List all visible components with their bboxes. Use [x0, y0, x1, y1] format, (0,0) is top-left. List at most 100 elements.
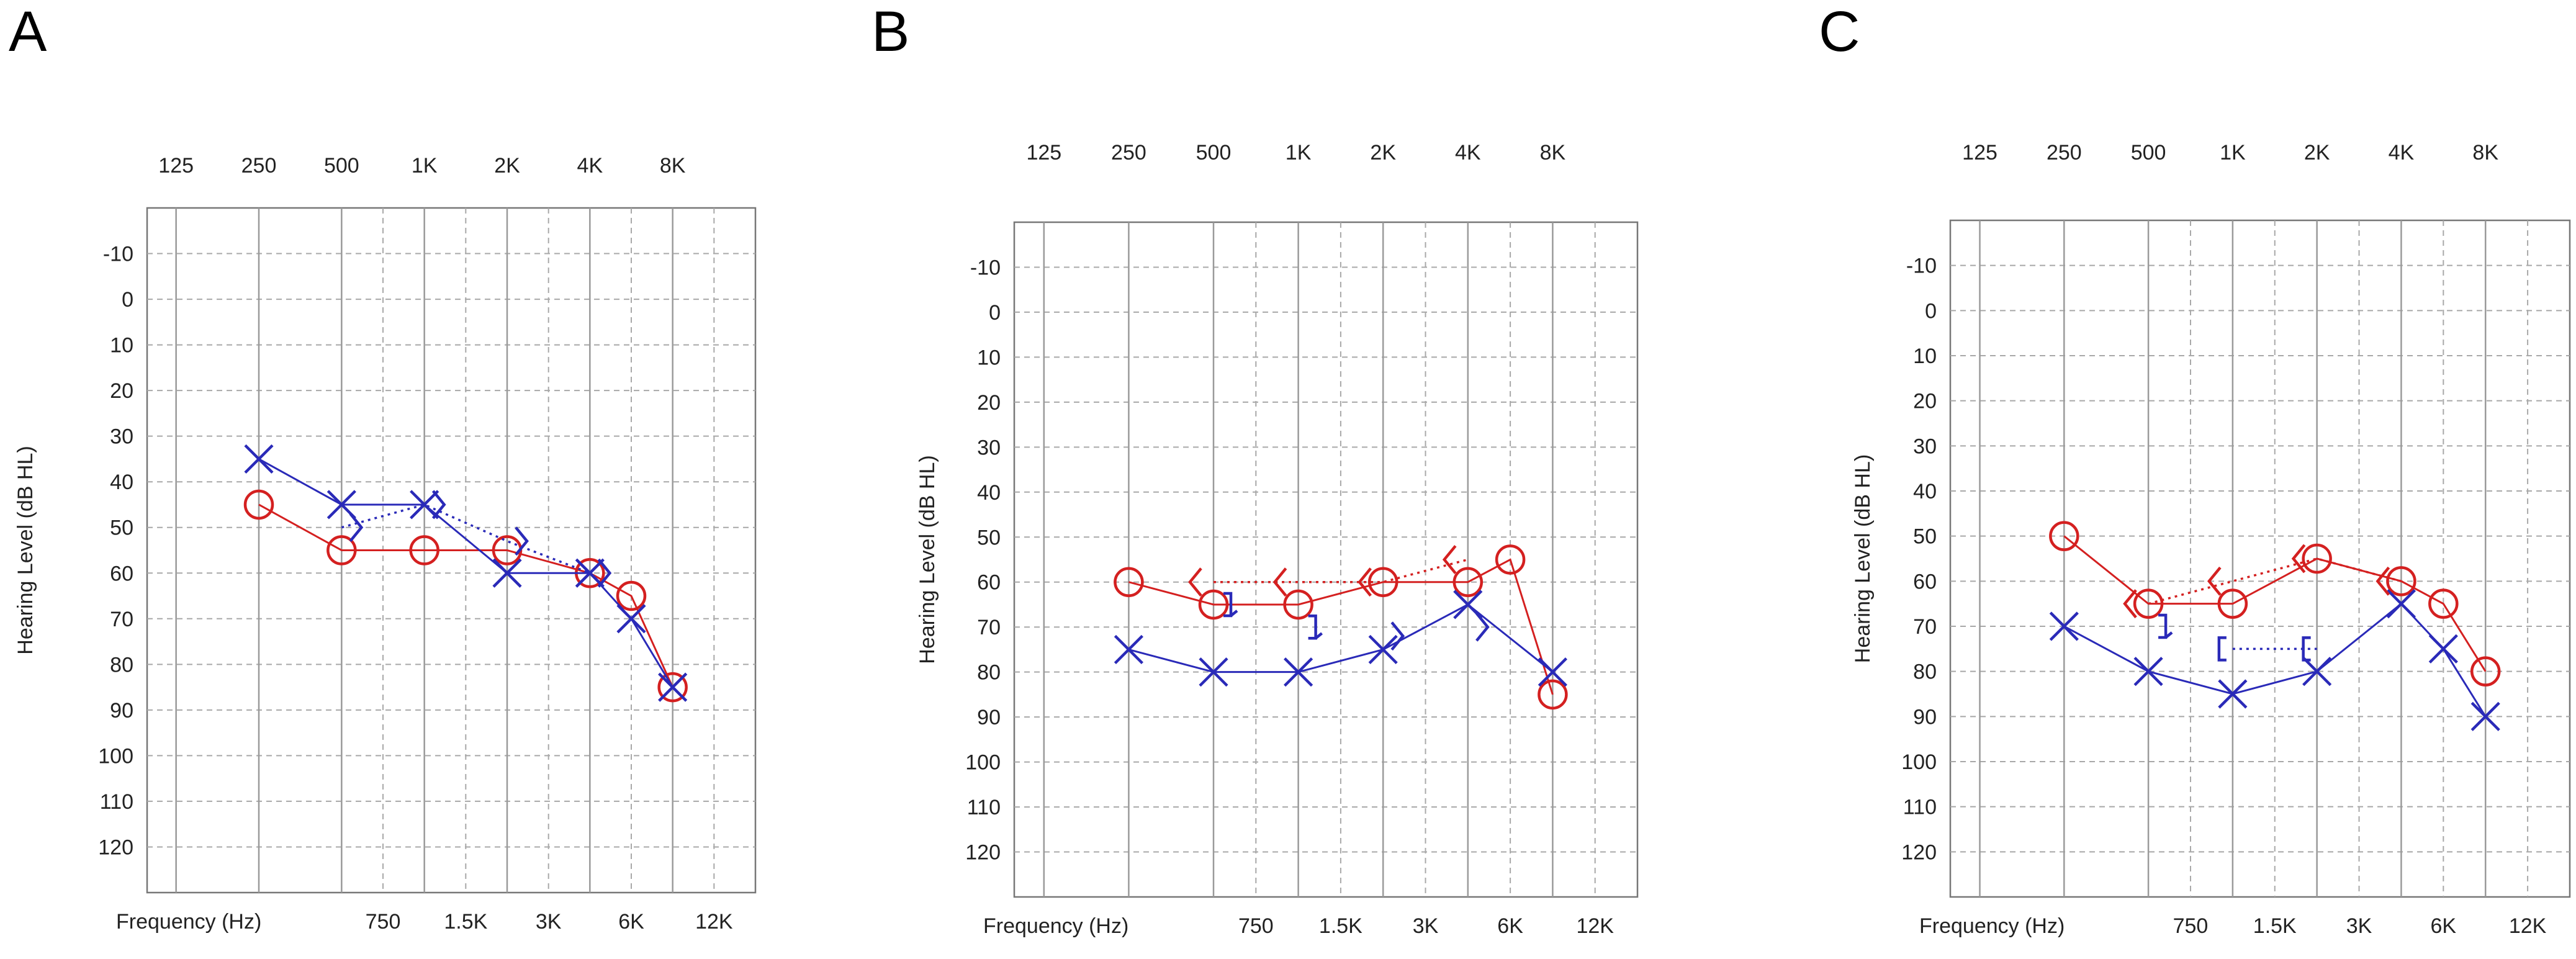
tick-label-top: 250: [1111, 141, 1146, 164]
tick-label-left: 110: [967, 796, 1001, 819]
plot-frame: [1013, 221, 1639, 898]
tick-label-left: 70: [1913, 615, 1937, 639]
tick-label-bottom: 750: [366, 910, 401, 934]
tick-label-left: 110: [1903, 796, 1937, 819]
data-point-circle: [2470, 656, 2501, 687]
tick-label-top: 1K: [1286, 141, 1312, 164]
data-point-cross: [1199, 657, 1228, 687]
tick-label-left: -10: [970, 256, 1001, 279]
data-point-bracket-left: [1358, 567, 1372, 597]
tick-label-left: 40: [1913, 480, 1937, 503]
tick-label-left: 20: [1913, 390, 1937, 413]
tick-label-bottom: 1.5K: [444, 910, 487, 934]
data-point-cross: [1284, 657, 1313, 687]
tick-label-top: 8K: [2472, 141, 2498, 164]
data-point-cross: [2302, 657, 2332, 687]
plot-frame: [1949, 219, 2571, 898]
tick-label-bottom: 12K: [695, 910, 733, 934]
x-axis-label: Frequency (Hz): [116, 910, 261, 934]
tick-label-top: 250: [2047, 141, 2082, 164]
panel-letter: B: [871, 0, 909, 63]
tick-label-left: 120: [965, 841, 1001, 865]
tick-label-left: 30: [977, 436, 1001, 459]
tick-label-top: 4K: [577, 154, 603, 178]
tick-label-left: 80: [1913, 660, 1937, 684]
tick-label-left: -10: [103, 243, 133, 266]
tick-label-left: 60: [110, 562, 133, 585]
series-line: [341, 503, 590, 574]
tick-label-left: 70: [110, 608, 133, 631]
tick-label-left: 120: [98, 835, 133, 859]
data-point-circle: [2049, 521, 2079, 551]
data-point-cross: [2049, 611, 2079, 641]
tick-label-bottom: 3K: [2346, 914, 2372, 938]
tick-label-left: 50: [977, 526, 1001, 549]
tick-label-left: 60: [977, 571, 1001, 595]
tick-label-top: 125: [158, 154, 194, 178]
tick-label-left: 0: [1925, 299, 1937, 323]
tick-label-left: -10: [1906, 254, 1937, 278]
tick-label-left: 90: [1913, 705, 1937, 729]
data-point-masked-bone-left: [2302, 636, 2311, 662]
tick-label-left: 110: [100, 790, 133, 814]
tick-label-top: 8K: [1540, 141, 1566, 164]
data-point-cross: [2428, 634, 2458, 664]
data-point-cross: [410, 490, 439, 520]
tick-label-left: 60: [1913, 570, 1937, 593]
data-point-bracket-left: [2207, 566, 2222, 596]
data-point-cross: [2386, 589, 2416, 619]
data-point-bracket-right: [597, 558, 612, 588]
data-point-circle: [2428, 588, 2459, 619]
data-point-bracket-left: [2123, 589, 2137, 619]
panel-letter: A: [9, 0, 47, 63]
tick-label-bottom: 6K: [1497, 914, 1523, 938]
tick-label-left: 10: [977, 346, 1001, 369]
tick-label-top: 500: [324, 154, 359, 178]
tick-label-top: 4K: [1455, 141, 1481, 164]
tick-label-left: 90: [977, 706, 1001, 729]
data-point-cross: [658, 672, 688, 702]
tick-label-left: 70: [977, 616, 1001, 639]
data-point-bracket-left: [1272, 567, 1287, 597]
tick-label-left: 80: [977, 661, 1001, 685]
data-point-bracket-left: [2376, 566, 2390, 596]
tick-label-bottom: 3K: [1413, 914, 1439, 938]
tick-label-top: 125: [1962, 141, 1997, 164]
data-point-cross: [616, 604, 646, 634]
data-point-bracket-right: [515, 526, 529, 556]
series-line: [1128, 603, 1554, 673]
data-point-circle: [1198, 589, 1229, 620]
tick-label-top: 125: [1026, 141, 1061, 164]
tick-label-bottom: 3K: [536, 910, 562, 934]
series-line: [1128, 558, 1554, 695]
tick-label-top: 8K: [660, 154, 686, 178]
series-line: [258, 503, 674, 688]
tick-label-left: 20: [110, 379, 133, 403]
data-point-circle: [1495, 544, 1526, 575]
tick-label-top: 500: [1196, 141, 1232, 164]
data-point-cross: [1538, 657, 1567, 687]
tick-label-left: 100: [98, 744, 133, 768]
data-point-circle: [2386, 566, 2416, 597]
data-point-circle: [1283, 589, 1313, 620]
data-point-bracket-left: [2291, 544, 2306, 574]
tick-label-top: 1K: [2220, 141, 2246, 164]
data-point-bracket-left: [1442, 545, 1457, 574]
y-axis-label: Hearing Level (dB HL): [14, 446, 37, 654]
plot-frame: [146, 207, 757, 894]
tick-label-left: 50: [110, 516, 133, 540]
tick-label-left: 120: [1901, 840, 1937, 864]
tick-label-top: 2K: [1370, 141, 1396, 164]
data-point-cross: [2218, 679, 2248, 709]
data-point-circle: [1114, 567, 1144, 597]
tick-label-left: 90: [110, 699, 133, 723]
data-point-bracket-right: [1390, 621, 1405, 651]
tick-label-left: 50: [1913, 525, 1937, 549]
data-point-masked-bone: [1223, 592, 1238, 618]
y-axis-label: Hearing Level (dB HL): [916, 455, 939, 664]
series-line: [2148, 557, 2402, 605]
data-point-cross: [1368, 634, 1398, 665]
data-point-circle: [1452, 567, 1484, 597]
data-point-circle: [1538, 679, 1568, 710]
